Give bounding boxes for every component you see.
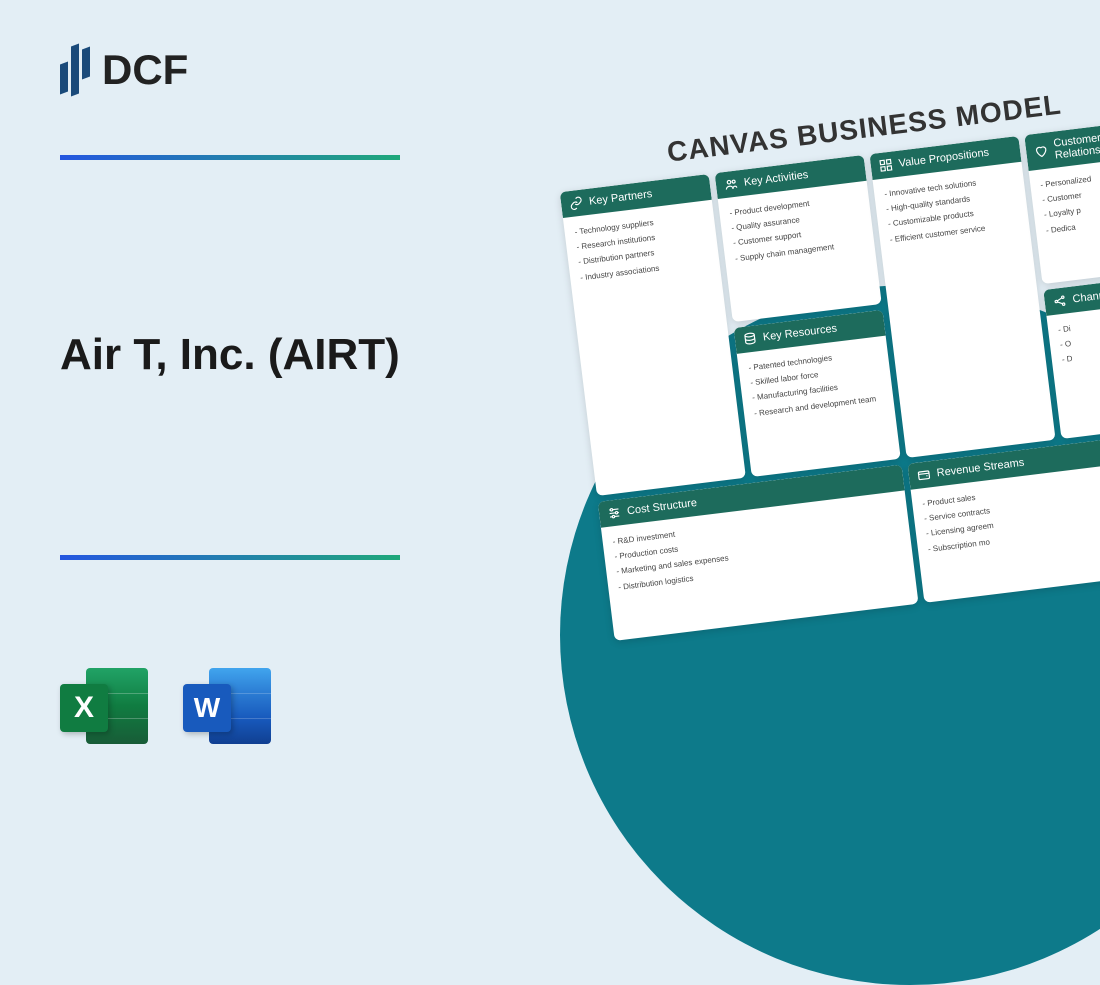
word-badge: W: [183, 684, 231, 732]
grid-icon: [878, 157, 894, 173]
excel-icon: X: [60, 662, 148, 750]
brand-logo: DCF: [60, 45, 188, 95]
sliders-icon: [606, 505, 622, 521]
card-body-channels: DiOD: [1046, 298, 1100, 439]
canvas-card-partners: Key Partners Technology suppliersResearc…: [560, 174, 746, 496]
brand-name: DCF: [102, 46, 188, 94]
heart-icon: [1034, 143, 1050, 159]
canvas-card-relationships: Customer Relationships PersonalizedCusto…: [1024, 117, 1100, 284]
logo-bars-icon: [60, 45, 90, 95]
users-icon: [723, 177, 739, 193]
card-label: Customer Relationships: [1053, 124, 1100, 162]
file-icons-row: X W: [60, 662, 271, 750]
wallet-icon: [916, 467, 932, 483]
canvas-grid: Key Partners Technology suppliersResearc…: [560, 117, 1100, 641]
divider-top: [60, 155, 400, 160]
card-body-activities: Product developmentQuality assuranceCust…: [718, 181, 882, 322]
card-label: Cost Structure: [626, 497, 697, 517]
card-label: Key Activities: [743, 169, 809, 189]
page-title: Air T, Inc. (AIRT): [60, 330, 400, 380]
database-icon: [742, 331, 758, 347]
canvas-card-value: Value Propositions Innovative tech solut…: [869, 136, 1055, 458]
divider-bottom: [60, 555, 400, 560]
card-body-resources: Patented technologiesSkilled labor force…: [737, 336, 901, 477]
card-label: Key Resources: [762, 323, 838, 344]
canvas-card-activities: Key Activities Product developmentQualit…: [715, 155, 882, 322]
card-label: Revenue Streams: [936, 457, 1025, 480]
canvas-card-resources: Key Resources Patented technologiesSkill…: [734, 310, 901, 477]
card-body-relationships: PersonalizedCustomerLoyalty pDedica: [1029, 153, 1100, 284]
card-label: Channels: [1072, 288, 1100, 306]
word-icon: W: [183, 662, 271, 750]
link-icon: [568, 196, 584, 212]
card-label: Key Partners: [588, 188, 653, 208]
excel-badge: X: [60, 684, 108, 732]
card-body-partners: Technology suppliersResearch institution…: [563, 200, 746, 496]
share-icon: [1052, 293, 1068, 309]
canvas-preview: CANVAS BUSINESS MODEL Key Partners Techn…: [555, 75, 1100, 641]
card-body-value: Innovative tech solutionsHigh-quality st…: [873, 162, 1056, 458]
